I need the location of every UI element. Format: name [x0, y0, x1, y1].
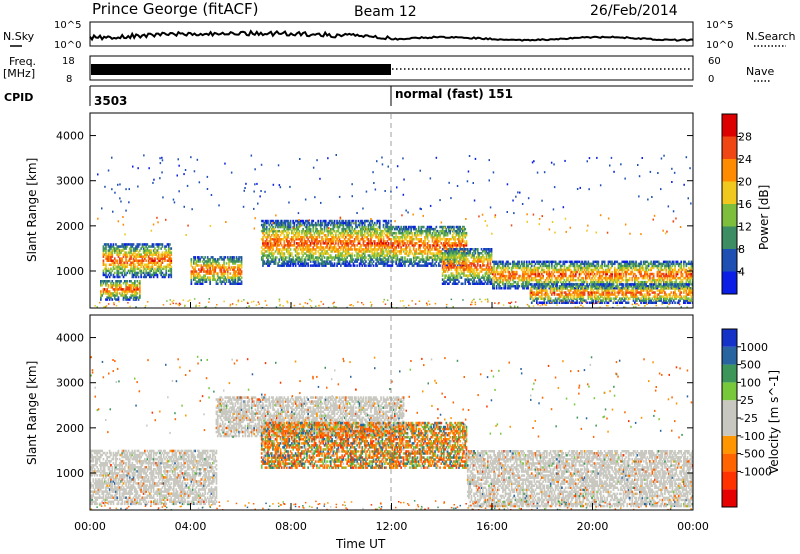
cpid-row: CPID 3503 normal (fast) 151 [4, 85, 693, 108]
velocity-colorbar: 1000 500 100 25 -25 -100 -500 -1000 [721, 328, 772, 508]
nsky-tick-top: 10^5 [54, 20, 81, 31]
velocity-cbar-tick: -1000 [740, 465, 772, 478]
freq-unit: [MHz] [3, 67, 35, 80]
station-title: Prince George (fitACF) [92, 0, 258, 18]
nsearch-tick-top: 10^5 [706, 20, 733, 31]
cpid-segment-2: normal (fast) 151 [395, 87, 513, 101]
y-tick-label: 3000 [56, 377, 84, 390]
power-cbar-tick: 20 [738, 176, 752, 189]
y-tick-label: 1000 [56, 467, 84, 480]
cpid-label: CPID [4, 91, 33, 104]
beam-title: Beam 12 [354, 4, 417, 20]
velocity-cbar-tick: -500 [740, 448, 765, 461]
power-ylabel: Slant Range [km] [25, 158, 39, 262]
nave-tick-top: 60 [708, 56, 721, 67]
velocity-heatmap [90, 355, 694, 511]
velocity-cbar-tick: -100 [740, 430, 765, 443]
x-tick-label: 00:00 [74, 520, 106, 533]
nsky-panel: N.Sky 10^5 10^0 10^5 10^0 N.Search [3, 20, 796, 51]
y-tick-label: 1000 [56, 265, 84, 278]
y-tick-label: 2000 [56, 422, 84, 435]
power-frame [89, 112, 694, 309]
power-cbar-tick: 16 [738, 198, 752, 211]
y-tick-label: 4000 [56, 130, 84, 143]
velocity-ylabel: Slant Range [km] [25, 361, 39, 465]
velocity-cbar-tick: -25 [740, 412, 758, 425]
nsky-label: N.Sky [3, 30, 35, 43]
power-cbar-tick: 24 [738, 153, 752, 166]
power-cbar-label: Power [dB] [757, 185, 771, 250]
velocity-cbar-tick: 25 [740, 394, 754, 407]
freq-panel: Freq. [MHz] 18 8 60 0 Nave [3, 55, 774, 85]
date-title: 26/Feb/2014 [590, 3, 678, 19]
nsky-tick-bottom: 10^0 [54, 40, 81, 51]
velocity-panel: 1000 2000 3000 4000 Slant Range [km] 1000 50… [25, 302, 781, 551]
power-cbar-tick: 28 [738, 131, 752, 144]
freq-label: Freq. [9, 55, 36, 68]
freq-tick-bottom: 8 [66, 74, 72, 85]
nsearch-label: N.Search [746, 30, 796, 43]
y-tick-label: 3000 [56, 175, 84, 188]
cpid-segment-1: 3503 [94, 94, 127, 108]
velocity-cbar-label: Velocity [m s^-1] [767, 370, 781, 474]
power-cbar-tick: 4 [738, 266, 745, 279]
time-xlabel: Time UT [335, 537, 386, 551]
velocity-cbar-tick: 1000 [740, 341, 768, 354]
freq-block [91, 64, 391, 75]
power-y-axis: 1000 2000 3000 4000 [56, 130, 693, 278]
power-heatmap [94, 154, 694, 309]
power-cbar-tick: 12 [738, 221, 752, 234]
velocity-y-axis: 1000 2000 3000 4000 [56, 332, 693, 480]
freq-tick-top: 18 [62, 56, 75, 67]
x-tick-label: 16:00 [476, 520, 508, 533]
x-tick-label: 04:00 [175, 520, 207, 533]
time-x-axis: 00:00 04:00 08:00 12:00 16:00 20:00 00:00 [74, 302, 709, 533]
x-tick-label: 08:00 [275, 520, 307, 533]
velocity-cbar-tick: 500 [740, 359, 761, 372]
power-panel: 1000 2000 3000 4000 Slant Range [km] 4 8 12 16… [25, 112, 771, 309]
power-cbar-tick: 8 [738, 243, 745, 256]
x-tick-label: 20:00 [577, 520, 609, 533]
power-colorbar: 4 8 12 16 20 24 28 [721, 113, 752, 295]
x-tick-label: 12:00 [376, 520, 408, 533]
nsky-trace [89, 29, 694, 42]
x-tick-label: 00:00 [677, 520, 709, 533]
nave-tick-bottom: 0 [708, 74, 714, 85]
velocity-cbar-tick: 100 [740, 376, 761, 389]
nave-label: Nave [746, 65, 774, 78]
y-tick-label: 2000 [56, 220, 84, 233]
nsearch-tick-bottom: 10^0 [706, 40, 733, 51]
y-tick-label: 4000 [56, 332, 84, 345]
